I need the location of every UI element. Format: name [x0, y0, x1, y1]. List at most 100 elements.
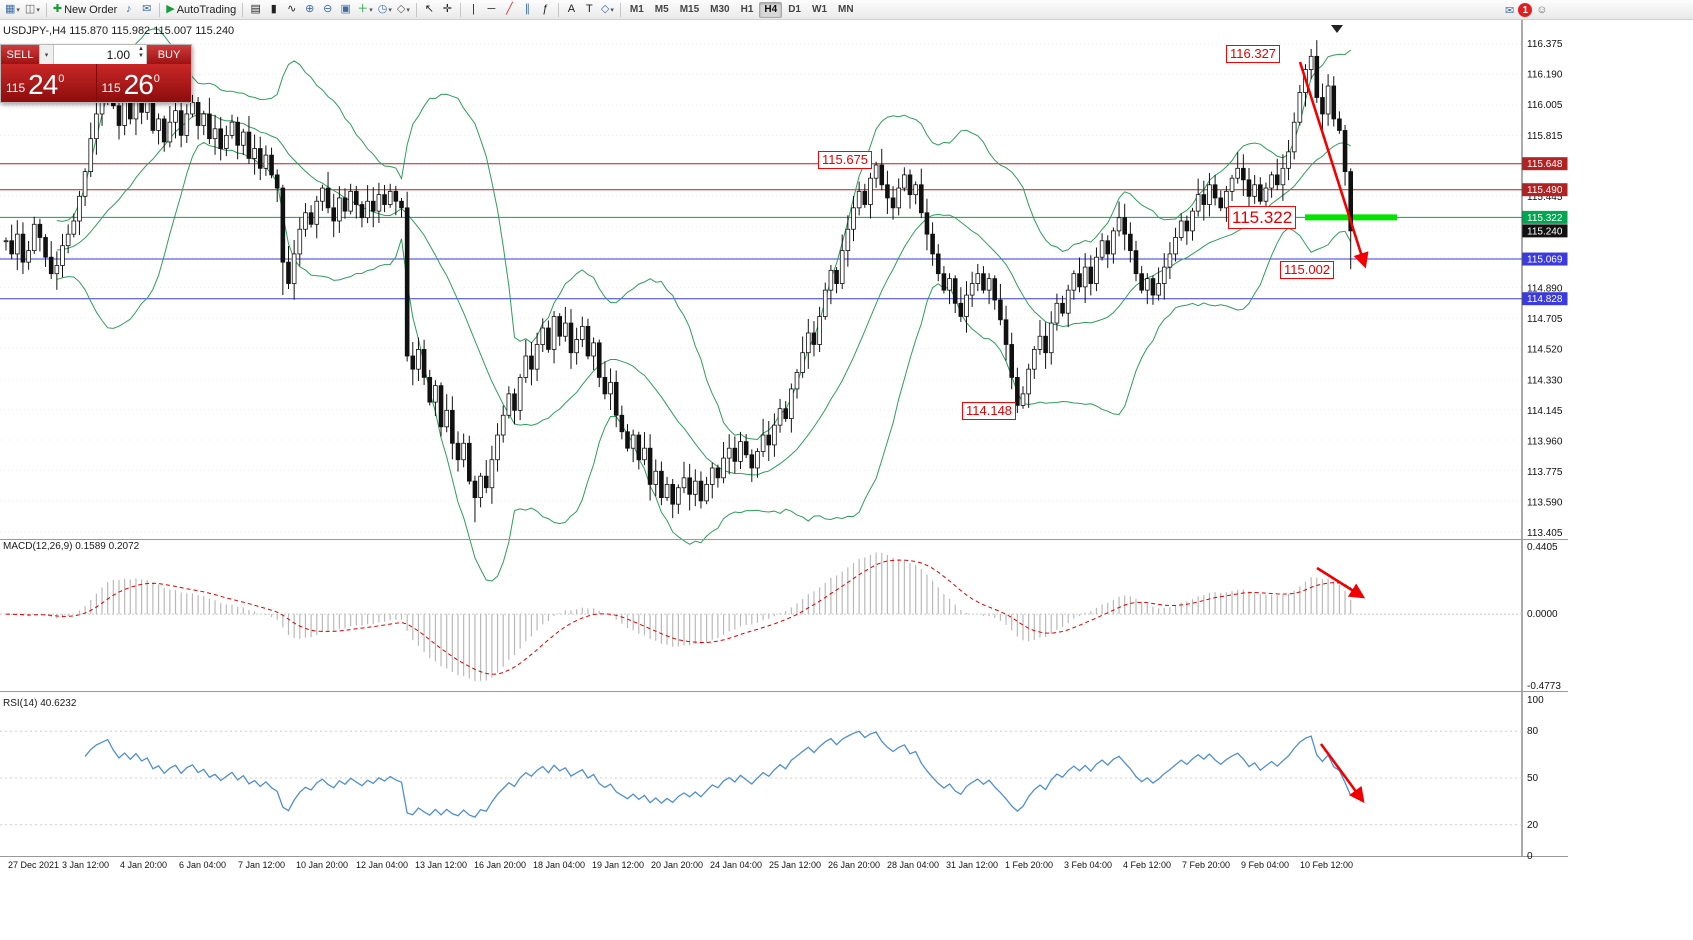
text-icon: A	[567, 3, 576, 15]
templates-button[interactable]: ◇ ▾	[395, 1, 412, 18]
alerts-button[interactable]: ♪	[120, 1, 137, 18]
chat-icon[interactable]: ✉	[1505, 4, 1515, 17]
cursor-icon: ↖	[424, 3, 434, 15]
new-chart-button[interactable]: ▦ ▾	[3, 1, 22, 18]
timeframe-h1[interactable]: H1	[740, 4, 754, 15]
rsi-indicator-label: RSI(14) 40.6232	[3, 698, 77, 709]
macd-panel[interactable]: 0.4405 0.0000 -0.4773	[0, 539, 1568, 693]
svg-text:115.240: 115.240	[1527, 226, 1563, 237]
candlestick-chart-button[interactable]: ▮	[265, 1, 282, 18]
svg-text:31 Jan 12:00: 31 Jan 12:00	[946, 860, 998, 870]
volume-dropdown-icon[interactable]: ▾	[39, 45, 54, 64]
svg-text:114.520: 114.520	[1527, 344, 1563, 355]
timeframe-m15[interactable]: M15	[679, 4, 700, 15]
trend-arrow	[1298, 61, 1369, 269]
notification-badge[interactable]: 1	[1518, 3, 1533, 17]
rsi-panel[interactable]: 100 80 50 20 0	[0, 691, 1568, 863]
buy-price-button[interactable]: 115 26 0	[96, 64, 191, 102]
timeframe-w1[interactable]: W1	[812, 4, 827, 15]
timeframe-m30[interactable]: M30	[710, 4, 730, 15]
autotrading-play-icon: ▶	[166, 3, 175, 15]
chevron-down-icon: ▾	[16, 6, 20, 14]
chevron-down-icon: ▾	[610, 6, 614, 14]
svg-text:115.490: 115.490	[1527, 185, 1563, 196]
svg-text:116.190: 116.190	[1527, 69, 1563, 80]
buy-button[interactable]: BUY	[147, 45, 191, 64]
volume-stepper[interactable]: ▲ ▼	[138, 46, 144, 60]
zoom-in-button[interactable]: ⊕	[301, 1, 318, 18]
chevron-down-icon: ▾	[369, 6, 373, 14]
svg-text:0.0000: 0.0000	[1527, 609, 1558, 620]
timeframe-m5[interactable]: M5	[654, 4, 669, 15]
clock-icon: ◷	[377, 3, 388, 15]
zoom-out-button[interactable]: ⊖	[319, 1, 336, 18]
svg-text:50: 50	[1527, 773, 1539, 784]
sell-price-button[interactable]: 115 24 0	[1, 64, 96, 102]
horizontal-line-button[interactable]: ─	[483, 1, 500, 18]
svg-text:115.069: 115.069	[1527, 255, 1563, 266]
svg-text:19 Jan 12:00: 19 Jan 12:00	[592, 860, 644, 870]
crosshair-button[interactable]: ✛	[439, 1, 456, 18]
svg-text:10 Feb 12:00: 10 Feb 12:00	[1300, 860, 1353, 870]
autotrading-label: AutoTrading	[176, 3, 237, 16]
svg-text:113.960: 113.960	[1527, 437, 1563, 448]
mailbox-button[interactable]: ✉	[138, 1, 155, 18]
svg-text:114.330: 114.330	[1527, 376, 1563, 387]
main-price-panel[interactable]	[0, 25, 1522, 582]
price-axis[interactable]: 116.375 116.190 116.005 115.815 115.445 114.8…	[1521, 20, 1568, 856]
price-chart-canvas[interactable]: 116.375 116.190 116.005 115.815 115.445 114.8…	[0, 20, 1568, 880]
autotrading-button[interactable]: ▶ AutoTrading	[164, 1, 238, 18]
svg-text:9 Feb 04:00: 9 Feb 04:00	[1241, 860, 1289, 870]
svg-text:3 Feb 04:00: 3 Feb 04:00	[1064, 860, 1112, 870]
channel-button[interactable]: ∥	[519, 1, 536, 18]
svg-text:26 Jan 20:00: 26 Jan 20:00	[828, 860, 880, 870]
sell-button[interactable]: SELL	[1, 45, 39, 64]
tile-windows-button[interactable]: ▣	[337, 1, 354, 18]
fibonacci-button[interactable]: ƒ	[537, 1, 554, 18]
svg-text:3 Jan 12:00: 3 Jan 12:00	[62, 860, 109, 870]
svg-text:115.815: 115.815	[1527, 131, 1563, 142]
bar-chart-icon: ▤	[250, 3, 261, 15]
trend-arrow	[1319, 743, 1365, 804]
new-order-label: New Order	[64, 3, 118, 16]
profiles-icon: ◫	[24, 3, 36, 15]
new-order-button[interactable]: ✚ New Order	[51, 1, 119, 18]
text-tool-button[interactable]: A	[563, 1, 580, 18]
bar-chart-button[interactable]: ▤	[247, 1, 264, 18]
text-label-button[interactable]: T	[581, 1, 598, 18]
price-annotation: 115.675	[818, 151, 873, 170]
line-chart-button[interactable]: ∿	[283, 1, 300, 18]
vertical-line-button[interactable]: |	[465, 1, 482, 18]
shapes-button[interactable]: ◇ ▾	[599, 1, 616, 18]
svg-text:113.775: 113.775	[1527, 467, 1563, 478]
svg-text:0.4405: 0.4405	[1527, 542, 1558, 553]
timeframe-m1[interactable]: M1	[629, 4, 644, 15]
text-label-icon: T	[586, 3, 593, 15]
user-icon[interactable]: ☺	[1536, 4, 1548, 16]
profiles-button[interactable]: ◫ ▾	[23, 1, 42, 18]
chevron-down-icon: ▾	[388, 6, 392, 14]
svg-text:114.145: 114.145	[1527, 406, 1563, 417]
volume-input[interactable]: 1.00 ▲ ▼	[54, 45, 147, 64]
line-chart-icon: ∿	[287, 3, 297, 15]
timeframe-mn[interactable]: MN	[838, 4, 854, 15]
indicators-button[interactable]: ＋ ▾	[355, 1, 375, 18]
spin-up-icon[interactable]: ▲	[138, 46, 144, 52]
svg-text:114.828: 114.828	[1527, 294, 1563, 305]
toolbar-separator	[459, 2, 461, 17]
chevron-down-icon: ▾	[36, 6, 40, 14]
toolbar-separator	[45, 2, 47, 17]
svg-text:6 Jan 04:00: 6 Jan 04:00	[179, 860, 226, 870]
timeframe-h4[interactable]: H4	[759, 1, 783, 18]
timeframe-d1[interactable]: D1	[788, 4, 801, 15]
svg-text:115.322: 115.322	[1527, 213, 1563, 224]
candlestick-icon: ▮	[270, 3, 277, 15]
spin-down-icon[interactable]: ▼	[138, 53, 144, 60]
cursor-button[interactable]: ↖	[421, 1, 438, 18]
trendline-icon: ╱	[506, 3, 513, 15]
time-axis[interactable]: 27 Dec 2021 3 Jan 12:00 4 Jan 20:00 6 Jan 0…	[8, 860, 1353, 870]
zoom-in-icon: ⊕	[305, 3, 315, 15]
periods-button[interactable]: ◷ ▾	[376, 1, 394, 18]
trendline-button[interactable]: ╱	[501, 1, 518, 18]
buy-price-pips: 26	[123, 69, 154, 101]
